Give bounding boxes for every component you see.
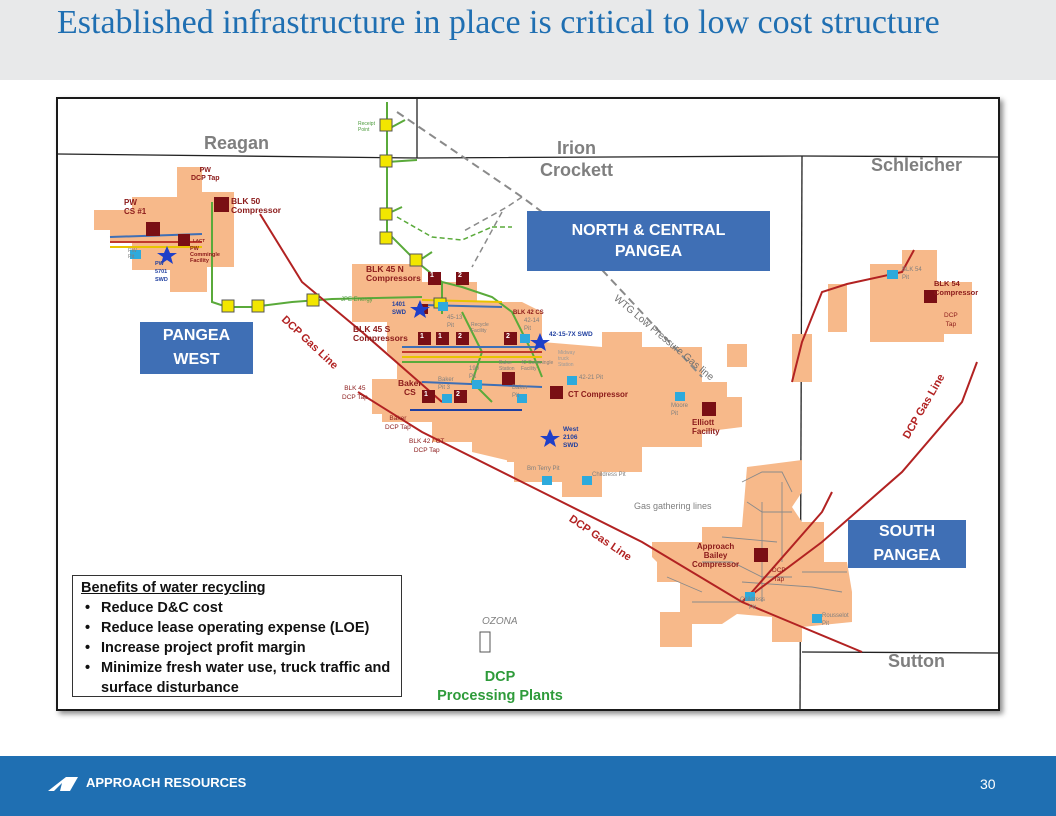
approach-bailey-label: Approach Bailey Compressor [692,542,740,569]
ct-compressor-label: CT Compressor [568,390,629,399]
unit-number: 1 [424,391,428,398]
childress-pit-north-label: Childress Pit [592,472,626,478]
water-pits [130,250,898,653]
region-north-central: NORTH & CENTRAL PANGEA [527,211,770,271]
gas-gathering-label: Gas gathering lines [634,501,712,511]
unit-number: 1 [420,333,424,340]
ozona-label: OZONA [482,616,518,627]
recycle-facility-label: Recycle Facility [471,322,489,334]
county-sutton: Sutton [888,651,945,671]
blk45-dcp-tap-label: BLK 45 DCP Tap [342,385,368,401]
pit-42-14-label: 42-14 Pit [524,318,540,332]
baker-dcp-tap-label: Baker DCP Tap [385,415,411,431]
dcp-tap-east-label: DCP Tap [944,312,958,328]
dcp-tap-south-label: DCP Tap [772,567,786,583]
baker-pit3-label: Baker Pit 3 [438,377,454,391]
baker-station-label: Baker Station [499,360,515,372]
moore-pit-label: Moore Pit [671,403,689,417]
pw-pit-label: PW Pit [128,248,137,260]
blk45s-label: BLK 45 S Compressors [353,324,408,343]
blk54-compressor-label: BLK 54 Compressor [934,279,979,297]
pw-commingle-label: PW Commingle Facility [190,246,220,264]
blk50-label: BLK 50 Compressor [231,196,282,215]
unit-number: 1 [430,272,434,279]
blk45n-label: BLK 45 N Compressors [366,264,421,283]
blk42-ct-tap-label: BLK 42 / CT DCP Tap [409,438,445,454]
rousselot-pit-label: Rousselot Pit [822,613,849,627]
pit-190-label: 190 Pit [469,366,480,380]
benefits-heading: Benefits of water recycling [81,580,266,596]
county-schleicher: Schleicher [871,155,963,175]
footer-company: APPROACH RESOURCES [86,775,247,790]
baker-pit-label: Baker Pit [512,385,528,399]
footer-bar [0,756,1056,816]
elliott-facility-label: Elliott Facility [692,418,720,436]
receipt-point-label: Receipt Point [358,121,375,133]
dcp-processing-plants-label: DCP Processing Plants [437,669,563,704]
unit-number: 2 [458,272,462,279]
pit-42-21-label: 42-21 Pit [579,375,604,381]
blk54-pit-label: BLK 54 Pit [902,267,922,281]
pw-5701-label: PW 5701 SWD [155,261,168,283]
unit-number: 1 [438,333,442,340]
benefits-list: Reduce D&C cost Reduce lease operating e… [81,598,393,698]
swd-42-15-label: 42-15-7X SWD [549,331,593,338]
swd-1401-label: 1401 SWD [392,302,406,316]
commingle-42-label: 42 Commingle Facility [521,360,554,372]
pw-cs1-label: PW CS #1 [124,198,147,216]
compressors [146,197,937,562]
midway-label: Midway truck Station [558,350,575,368]
pw-lact-label: LACT [193,238,205,243]
pw-dcp-tap-label: PW DCP Tap [191,167,220,182]
page-number: 30 [980,776,996,792]
approach-logo-icon [48,777,78,791]
bm-terry-label: Bm Terry Pit [527,466,560,472]
dcp-gas-lines [259,213,978,653]
childress-pit-south-label: Childress Pit [740,597,766,611]
benefit-item: Increase project profit margin [81,638,393,658]
map-frame [56,97,1000,711]
slide-title: Established infrastructure in place is c… [57,4,940,41]
benefit-item: Reduce lease operating expense (LOE) [81,618,393,638]
region-south-pangea: SOUTH PANGEA [848,520,966,568]
unit-number: 2 [506,333,510,340]
title-band [0,0,1056,80]
benefit-item: Reduce D&C cost [81,598,393,618]
west-2106-label: West 2106 SWD [563,426,579,449]
map-canvas [58,99,998,709]
baker-cs-label: Baker CS [398,378,422,397]
county-crockett: Crockett [540,160,614,180]
county-irion: Irion [557,138,596,158]
unit-number: 2 [458,333,462,340]
pit-45-13-label: 45-13 Pit [447,315,463,329]
swd-stars [157,246,560,447]
benefit-item: Minimize fresh water use, truck traffic … [81,658,393,698]
county-reagan: Reagan [204,133,270,153]
unit-number: 2 [456,391,460,398]
jpe-energy-label: JPE Energy [341,297,373,303]
blk42-cs-label: BLK 42 CS [513,310,544,316]
benefits-box: Benefits of water recycling Reduce D&C c… [72,575,402,697]
region-pangea-west: PANGEA WEST [140,322,253,374]
